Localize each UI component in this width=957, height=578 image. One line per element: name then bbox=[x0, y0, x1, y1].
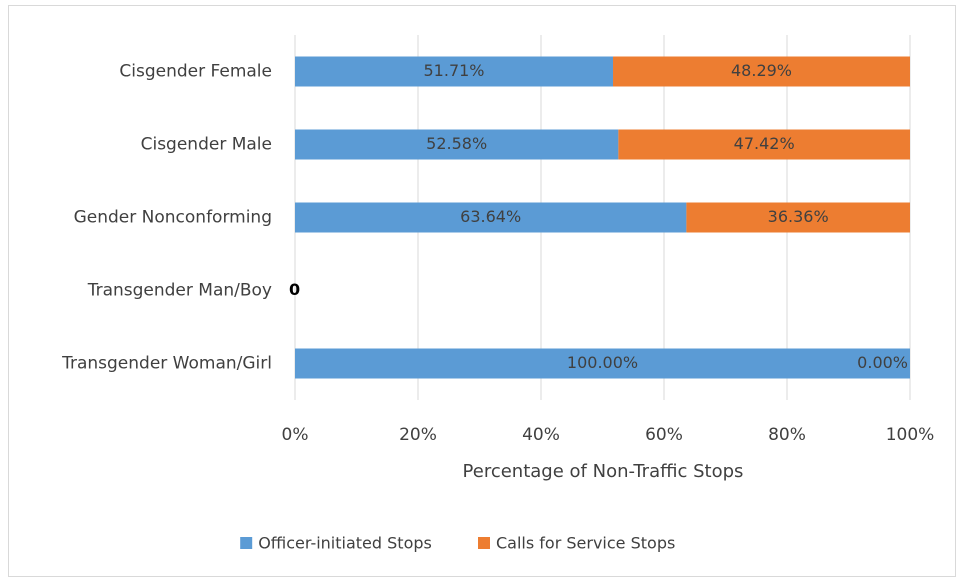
bar-segment bbox=[295, 56, 614, 87]
bar-segment bbox=[613, 56, 910, 87]
x-tick-label: 0% bbox=[282, 425, 309, 445]
bar-segment bbox=[295, 129, 619, 160]
chart-frame bbox=[8, 5, 956, 577]
x-axis-title: Percentage of Non-Traffic Stops bbox=[463, 461, 744, 482]
legend-label: Calls for Service Stops bbox=[496, 534, 675, 553]
bar-segment bbox=[295, 348, 910, 379]
bar-segment bbox=[295, 202, 687, 233]
x-tick-label: 40% bbox=[522, 425, 560, 445]
x-tick-label: 20% bbox=[399, 425, 437, 445]
data-label: 0.00% bbox=[857, 353, 908, 372]
data-label: 47.42% bbox=[734, 134, 795, 153]
data-label: 0 bbox=[289, 280, 300, 299]
data-label: 52.58% bbox=[426, 134, 487, 153]
bar-segment bbox=[618, 129, 910, 160]
legend-label: Officer-initiated Stops bbox=[258, 534, 432, 553]
data-label: 51.71% bbox=[424, 61, 485, 80]
y-tick-label: Transgender Man/Boy bbox=[87, 281, 272, 301]
y-tick-label: Cisgender Male bbox=[141, 135, 272, 155]
x-tick-label: 60% bbox=[645, 425, 683, 445]
y-tick-label: Cisgender Female bbox=[119, 62, 272, 82]
data-label: 63.64% bbox=[460, 207, 521, 226]
x-tick-label: 100% bbox=[886, 425, 935, 445]
legend-swatch bbox=[478, 537, 490, 549]
y-tick-label: Gender Nonconforming bbox=[74, 208, 272, 228]
bar-segment bbox=[686, 202, 910, 233]
data-label: 36.36% bbox=[768, 207, 829, 226]
y-tick-label: Transgender Woman/Girl bbox=[61, 354, 272, 374]
data-label: 48.29% bbox=[731, 61, 792, 80]
data-label: 100.00% bbox=[567, 353, 638, 372]
legend-swatch bbox=[240, 537, 253, 549]
x-tick-label: 80% bbox=[768, 425, 806, 445]
